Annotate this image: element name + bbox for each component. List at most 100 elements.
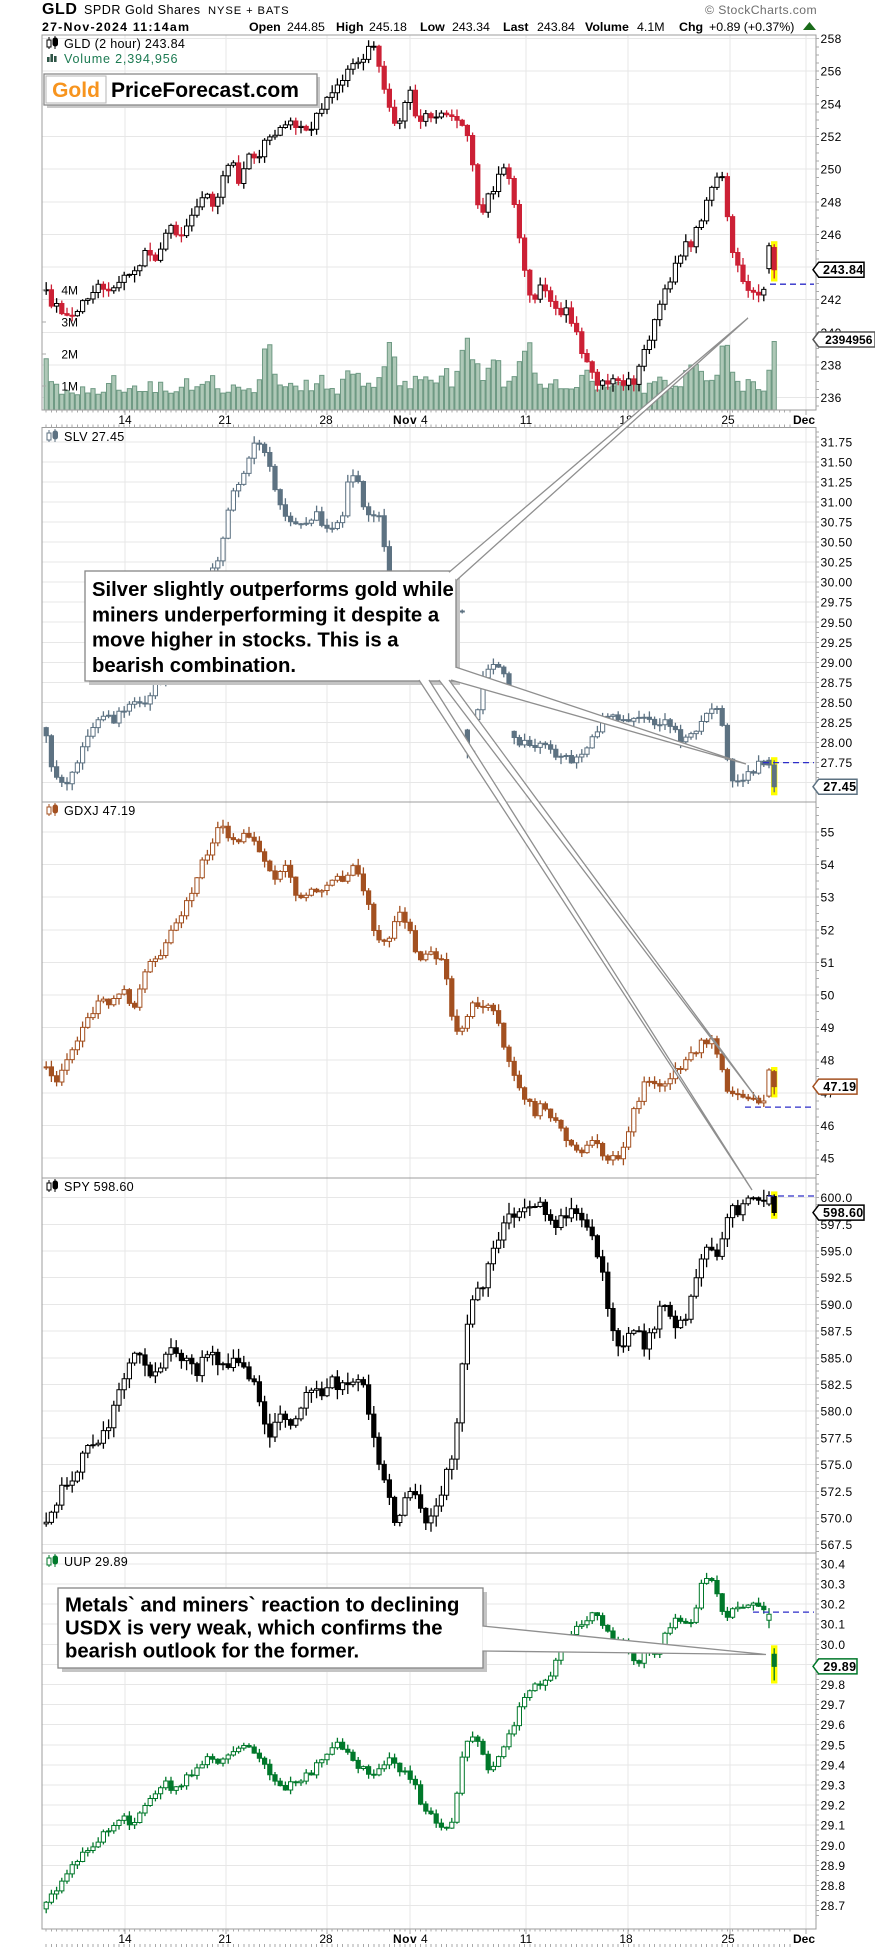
- svg-text:Last: Last: [503, 20, 528, 34]
- svg-text:4.1M: 4.1M: [637, 20, 665, 34]
- svg-text:55: 55: [821, 826, 835, 840]
- svg-text:567.5: 567.5: [821, 1538, 853, 1552]
- svg-text:30.50: 30.50: [821, 536, 853, 550]
- svg-text:28.8: 28.8: [821, 1879, 846, 1893]
- svg-text:243.84: 243.84: [823, 263, 864, 277]
- svg-text:30.00: 30.00: [821, 576, 853, 590]
- svg-text:51: 51: [821, 956, 835, 970]
- svg-text:Metals` and miners` reaction t: Metals` and miners` reaction to declinin…: [65, 1595, 459, 1617]
- svg-text:28.50: 28.50: [821, 696, 853, 710]
- svg-text:31.00: 31.00: [821, 495, 853, 509]
- svg-text:47.19: 47.19: [823, 1080, 856, 1094]
- svg-text:53: 53: [821, 891, 835, 905]
- svg-text:Volume 2,394,956: Volume 2,394,956: [64, 52, 178, 66]
- svg-text:246: 246: [821, 228, 842, 242]
- svg-text:Silver slightly outperforms go: Silver slightly outperforms gold while: [92, 579, 454, 601]
- svg-text:29.1: 29.1: [821, 1819, 846, 1833]
- svg-text:GDXJ 47.19: GDXJ 47.19: [64, 804, 136, 818]
- svg-text:UUP 29.89: UUP 29.89: [64, 1555, 128, 1569]
- svg-text:NYSE + BATS: NYSE + BATS: [208, 5, 290, 17]
- svg-text:580.0: 580.0: [821, 1405, 853, 1419]
- svg-text:Dec: Dec: [793, 1932, 815, 1946]
- svg-text:50: 50: [821, 989, 835, 1003]
- svg-text:30.2: 30.2: [821, 1598, 846, 1612]
- svg-text:592.5: 592.5: [821, 1271, 853, 1285]
- svg-text:3M: 3M: [61, 316, 78, 330]
- svg-text:31.50: 31.50: [821, 455, 853, 469]
- svg-text:238: 238: [821, 358, 842, 372]
- svg-text:High: High: [336, 20, 364, 34]
- svg-text:29.00: 29.00: [821, 656, 853, 670]
- svg-text:31.75: 31.75: [821, 435, 853, 449]
- svg-text:29.0: 29.0: [821, 1839, 846, 1853]
- svg-text:256: 256: [821, 65, 842, 79]
- svg-text:move higher in stocks. This is: move higher in stocks. This is a: [92, 630, 399, 652]
- svg-text:30.1: 30.1: [821, 1618, 846, 1632]
- svg-text:27-Nov-2024 11:14am: 27-Nov-2024 11:14am: [42, 20, 190, 34]
- svg-text:29.50: 29.50: [821, 616, 853, 630]
- svg-text:miners underperforming it desp: miners underperforming it despite a: [92, 604, 440, 626]
- svg-text:30.0: 30.0: [821, 1638, 846, 1652]
- svg-text:PriceForecast.com: PriceForecast.com: [111, 79, 299, 102]
- svg-text:30.3: 30.3: [821, 1578, 846, 1592]
- svg-text:30.4: 30.4: [821, 1557, 846, 1571]
- svg-text:30.25: 30.25: [821, 556, 853, 570]
- svg-text:28.75: 28.75: [821, 676, 853, 690]
- svg-text:29.3: 29.3: [821, 1779, 846, 1793]
- svg-text:587.5: 587.5: [821, 1325, 853, 1339]
- svg-text:25: 25: [721, 413, 735, 427]
- svg-text:29.4: 29.4: [821, 1758, 846, 1772]
- svg-text:Nov: Nov: [393, 1932, 417, 1946]
- svg-text:2M: 2M: [61, 348, 78, 362]
- svg-text:48: 48: [821, 1054, 835, 1068]
- svg-text:Volume: Volume: [585, 20, 629, 34]
- svg-text:Nov: Nov: [393, 413, 417, 427]
- svg-text:258: 258: [821, 32, 842, 46]
- svg-text:582.5: 582.5: [821, 1378, 853, 1392]
- svg-text:28.7: 28.7: [821, 1899, 846, 1913]
- svg-text:28: 28: [319, 413, 333, 427]
- svg-text:bearish outlook for the former: bearish outlook for the former.: [65, 1641, 359, 1663]
- svg-text:597.5: 597.5: [821, 1218, 853, 1232]
- svg-text:+0.89 (+0.37%): +0.89 (+0.37%): [709, 20, 794, 34]
- svg-text:11: 11: [520, 413, 533, 427]
- svg-text:572.5: 572.5: [821, 1485, 853, 1499]
- svg-text:USDX is very weak, which confi: USDX is very weak, which confirms the: [65, 1618, 443, 1640]
- svg-text:252: 252: [821, 130, 842, 144]
- svg-text:4M: 4M: [61, 284, 78, 298]
- svg-text:28.9: 28.9: [821, 1859, 846, 1873]
- svg-text:29.5: 29.5: [821, 1738, 846, 1752]
- svg-text:Dec: Dec: [793, 413, 815, 427]
- svg-text:SLV 27.45: SLV 27.45: [64, 430, 125, 444]
- svg-text:1M: 1M: [61, 380, 78, 394]
- svg-text:29.2: 29.2: [821, 1799, 846, 1813]
- svg-text:28: 28: [319, 1932, 333, 1946]
- svg-text:46: 46: [821, 1119, 835, 1133]
- svg-text:4: 4: [421, 1932, 428, 1946]
- svg-text:27.45: 27.45: [823, 780, 856, 794]
- svg-text:52: 52: [821, 923, 835, 937]
- svg-text:29.8: 29.8: [821, 1678, 846, 1692]
- svg-text:2394956: 2394956: [825, 333, 873, 347]
- svg-text:21: 21: [218, 413, 232, 427]
- svg-text:577.5: 577.5: [821, 1431, 853, 1445]
- svg-text:244.85: 244.85: [287, 20, 325, 34]
- svg-text:28.00: 28.00: [821, 736, 853, 750]
- svg-text:29.7: 29.7: [821, 1698, 846, 1712]
- svg-text:585.0: 585.0: [821, 1351, 853, 1365]
- svg-text:243.34: 243.34: [452, 20, 490, 34]
- svg-text:25: 25: [721, 1932, 735, 1946]
- svg-text:250: 250: [821, 163, 842, 177]
- svg-text:29.89: 29.89: [823, 1660, 856, 1674]
- svg-text:242: 242: [821, 293, 842, 307]
- svg-text:45: 45: [821, 1152, 835, 1166]
- svg-text:248: 248: [821, 195, 842, 209]
- svg-text:243.84: 243.84: [537, 20, 575, 34]
- svg-text:14: 14: [118, 413, 132, 427]
- svg-text:21: 21: [218, 1932, 232, 1946]
- svg-text:Low: Low: [420, 20, 445, 34]
- svg-text:SPY 598.60: SPY 598.60: [64, 1180, 134, 1194]
- svg-text:595.0: 595.0: [821, 1245, 853, 1259]
- svg-text:49: 49: [821, 1021, 835, 1035]
- svg-text:4: 4: [421, 413, 428, 427]
